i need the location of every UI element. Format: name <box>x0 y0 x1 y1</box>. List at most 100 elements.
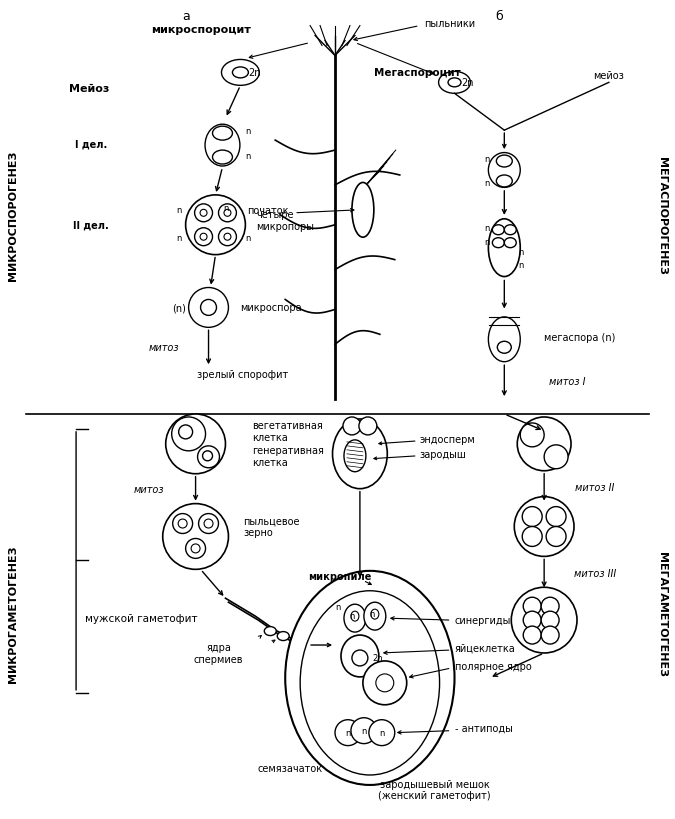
Text: четыре
микропоры: четыре микропоры <box>256 210 315 231</box>
Text: n: n <box>485 179 490 188</box>
Ellipse shape <box>504 238 516 248</box>
Ellipse shape <box>504 225 516 235</box>
Text: I дел.: I дел. <box>75 139 107 149</box>
Ellipse shape <box>371 609 379 619</box>
Text: n: n <box>246 152 251 161</box>
Ellipse shape <box>439 72 470 94</box>
Text: n: n <box>379 728 385 737</box>
Circle shape <box>511 587 577 654</box>
Text: Мейоз: Мейоз <box>69 84 109 94</box>
Ellipse shape <box>333 419 387 489</box>
Text: початок: початок <box>246 206 288 215</box>
Circle shape <box>369 720 395 745</box>
Text: микроспора: микроспора <box>240 303 302 313</box>
Text: n: n <box>485 238 490 247</box>
Text: б: б <box>495 10 503 23</box>
Ellipse shape <box>213 127 232 141</box>
Ellipse shape <box>489 219 520 277</box>
Text: МИКРОСПОРОГЕНЕЗ: МИКРОСПОРОГЕНЕЗ <box>8 151 18 281</box>
Ellipse shape <box>265 627 276 636</box>
Circle shape <box>194 205 213 223</box>
Circle shape <box>522 527 542 547</box>
Ellipse shape <box>492 238 504 248</box>
Ellipse shape <box>205 125 240 167</box>
Text: Мегаспороцит: Мегаспороцит <box>375 68 461 79</box>
Circle shape <box>517 418 571 471</box>
Text: митоз III: митоз III <box>574 568 616 578</box>
Circle shape <box>544 446 568 469</box>
Circle shape <box>200 300 217 316</box>
Text: микроспороцит: микроспороцит <box>151 25 250 34</box>
Text: синергиды: синергиды <box>454 615 511 626</box>
Circle shape <box>198 514 219 534</box>
Text: n: n <box>346 728 350 737</box>
Ellipse shape <box>448 79 461 88</box>
Ellipse shape <box>364 603 386 631</box>
Text: n: n <box>223 204 228 213</box>
Text: пыльники: пыльники <box>424 19 475 29</box>
Circle shape <box>219 229 236 247</box>
Circle shape <box>179 425 192 439</box>
Ellipse shape <box>496 176 512 188</box>
Circle shape <box>188 288 228 328</box>
Circle shape <box>173 514 192 534</box>
Circle shape <box>200 210 207 217</box>
Text: зародышевый мешок
(женский гаметофит): зародышевый мешок (женский гаметофит) <box>378 779 491 800</box>
Text: n: n <box>176 206 182 215</box>
Text: зрелый спорофит: зрелый спорофит <box>197 369 288 380</box>
Text: МИКРОГАМЕТОГЕНЕЗ: МИКРОГАМЕТОГЕНЕЗ <box>8 545 18 682</box>
Ellipse shape <box>341 636 379 677</box>
Text: n: n <box>176 234 182 243</box>
Text: эндосперм: эндосперм <box>420 434 475 445</box>
Text: яйцеклетка: яйцеклетка <box>454 643 515 654</box>
Ellipse shape <box>286 571 454 785</box>
Circle shape <box>186 539 206 559</box>
Text: митоз: митоз <box>148 343 179 353</box>
Ellipse shape <box>352 650 368 666</box>
Circle shape <box>171 418 206 451</box>
Circle shape <box>363 661 407 705</box>
Circle shape <box>198 446 219 468</box>
Text: n: n <box>485 154 490 163</box>
Text: - антиподы: - антиподы <box>454 723 512 733</box>
Text: митоз: митоз <box>134 484 164 494</box>
Text: мейоз: мейоз <box>593 71 624 81</box>
Ellipse shape <box>300 591 439 775</box>
Circle shape <box>522 507 542 527</box>
Text: мужской гаметофит: мужской гаметофит <box>84 613 197 623</box>
Circle shape <box>186 196 246 256</box>
Text: n: n <box>485 224 490 233</box>
Circle shape <box>165 414 225 474</box>
Text: 2n: 2n <box>461 79 474 88</box>
Text: n: n <box>349 611 354 620</box>
Ellipse shape <box>489 318 520 362</box>
Ellipse shape <box>352 183 374 238</box>
Circle shape <box>202 451 213 461</box>
Circle shape <box>224 210 231 217</box>
Circle shape <box>376 674 394 692</box>
Circle shape <box>546 527 566 547</box>
Text: вегетативная
клетка: вегетативная клетка <box>252 421 323 442</box>
Circle shape <box>546 507 566 527</box>
Circle shape <box>541 627 559 645</box>
Circle shape <box>523 598 541 615</box>
Text: микропиле: микропиле <box>308 572 372 581</box>
Text: пыльцевое
зерно: пыльцевое зерно <box>244 516 300 537</box>
Text: мегаспора (n): мегаспора (n) <box>544 333 616 343</box>
Text: n: n <box>335 602 341 611</box>
Text: МЕГАСПОРОГЕНЕЗ: МЕГАСПОРОГЕНЕЗ <box>657 156 667 274</box>
Circle shape <box>219 205 236 223</box>
Polygon shape <box>360 577 380 584</box>
Circle shape <box>200 234 207 241</box>
Circle shape <box>520 423 544 447</box>
Circle shape <box>343 418 361 436</box>
Ellipse shape <box>343 418 361 436</box>
Text: семязачаток: семязачаток <box>258 762 323 772</box>
Text: ядра
спермиев: ядра спермиев <box>194 642 243 664</box>
Text: n: n <box>246 234 251 243</box>
Text: МЕГАГАМЕТОГЕНЕЗ: МЕГАГАМЕТОГЕНЕЗ <box>657 551 667 676</box>
Text: митоз II: митоз II <box>575 482 615 492</box>
Circle shape <box>163 504 228 570</box>
Ellipse shape <box>497 342 511 354</box>
Circle shape <box>224 234 231 241</box>
